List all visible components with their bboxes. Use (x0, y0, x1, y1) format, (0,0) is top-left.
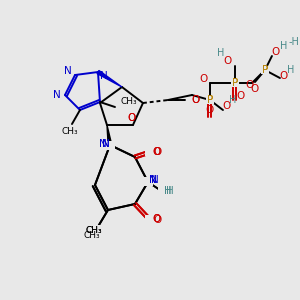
Text: H: H (164, 186, 172, 196)
Text: N: N (53, 90, 61, 100)
Text: N: N (102, 139, 110, 149)
Text: O: O (206, 105, 214, 115)
Text: CH₃: CH₃ (84, 232, 100, 241)
Text: P: P (262, 65, 268, 75)
Polygon shape (97, 70, 122, 87)
Text: H: H (166, 186, 174, 196)
Text: O: O (272, 47, 280, 57)
Text: H: H (280, 41, 288, 51)
Text: O: O (200, 74, 208, 84)
Text: O: O (153, 214, 161, 224)
Polygon shape (107, 125, 112, 145)
Text: O: O (153, 214, 161, 224)
Text: CH₃: CH₃ (86, 226, 102, 236)
Text: N: N (149, 175, 157, 185)
Bar (146, 148, 154, 157)
Text: H: H (229, 95, 237, 105)
Text: O: O (153, 147, 161, 157)
Text: CH₃: CH₃ (62, 127, 78, 136)
Bar (231, 79, 239, 87)
Bar (146, 215, 154, 224)
Text: N: N (149, 175, 157, 185)
Text: CH₃: CH₃ (121, 97, 138, 106)
Bar (206, 96, 214, 104)
Text: N: N (99, 139, 107, 149)
Text: O: O (224, 56, 232, 66)
Text: H: H (287, 65, 295, 75)
Text: -H: -H (289, 37, 299, 47)
Text: P: P (232, 78, 238, 88)
Text: H: H (217, 48, 225, 58)
Text: O: O (223, 101, 231, 111)
Bar (261, 66, 269, 74)
Text: P: P (232, 78, 238, 88)
Text: P: P (262, 65, 268, 75)
Text: CH₃: CH₃ (86, 226, 102, 236)
Text: O: O (251, 84, 259, 94)
Text: O: O (153, 147, 161, 157)
Text: N: N (64, 66, 72, 76)
Text: O: O (154, 215, 162, 225)
Text: O: O (128, 113, 136, 123)
Text: N: N (100, 71, 108, 81)
Text: O: O (192, 95, 200, 105)
Text: P: P (207, 95, 213, 105)
Bar (158, 188, 167, 196)
Bar (105, 140, 115, 149)
Text: O: O (237, 91, 245, 101)
Text: O: O (280, 71, 288, 81)
Text: N: N (102, 139, 110, 149)
Text: H: H (164, 186, 172, 196)
Text: N: N (151, 175, 159, 185)
Text: P: P (207, 95, 213, 105)
Bar (87, 226, 105, 235)
Text: O: O (246, 80, 254, 90)
Bar (143, 178, 153, 187)
Text: O: O (128, 113, 136, 123)
Text: O: O (154, 147, 162, 157)
Text: O: O (192, 95, 200, 105)
